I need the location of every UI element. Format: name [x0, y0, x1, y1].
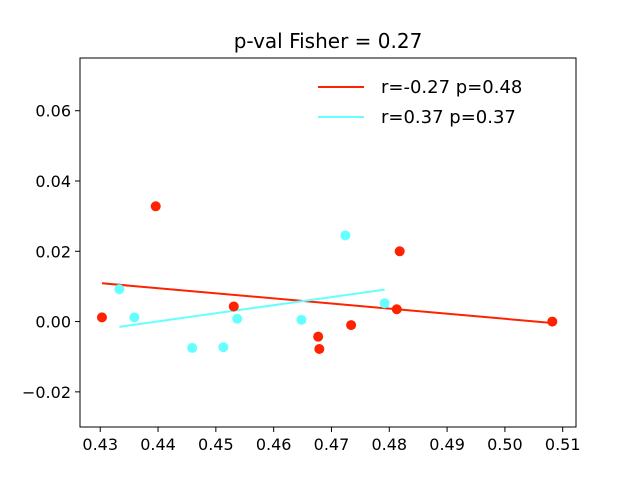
- x-tick-label: 0.46: [256, 435, 292, 454]
- data-point-series-2: [296, 314, 307, 325]
- data-point-series-2: [218, 342, 229, 353]
- x-tick-label: 0.50: [487, 435, 523, 454]
- axes-frame: [79, 57, 577, 428]
- data-point-series-1: [394, 246, 405, 257]
- data-point-series-1: [314, 343, 325, 354]
- data-point-series-1: [547, 316, 558, 327]
- data-point-series-2: [129, 312, 140, 323]
- y-tick-label: 0.06: [35, 102, 71, 121]
- data-point-series-1: [391, 304, 402, 315]
- data-point-series-1: [150, 201, 161, 212]
- x-tick-label: 0.51: [545, 435, 581, 454]
- data-point-series-1: [228, 301, 239, 312]
- chart-title: p-val Fisher = 0.27: [234, 29, 423, 53]
- x-tick-label: 0.44: [140, 435, 176, 454]
- data-point-series-1: [96, 312, 107, 323]
- x-tick-label: 0.48: [371, 435, 407, 454]
- data-point-series-2: [340, 230, 351, 241]
- x-tick-label: 0.49: [429, 435, 465, 454]
- x-tick-label: 0.47: [314, 435, 350, 454]
- x-tick-label: 0.45: [198, 435, 234, 454]
- x-tick-label: 0.43: [82, 435, 118, 454]
- y-tick-label: 0.00: [35, 313, 71, 332]
- data-point-series-2: [187, 342, 198, 353]
- data-point-series-2: [232, 313, 243, 324]
- legend: r=-0.27 p=0.48 r=0.37 p=0.37: [318, 77, 522, 128]
- y-tick-label: 0.02: [35, 242, 71, 261]
- data-point-series-2: [114, 284, 125, 295]
- data-point-series-1: [346, 320, 357, 331]
- axes: 0.43 0.44 0.45 0.46 0.47 0.48 0.49 0.50 0.51 −0.0…: [22, 57, 581, 454]
- data-point-series-2: [379, 298, 390, 309]
- fit-line-series-2: [119, 288, 385, 328]
- plot-area: [96, 201, 558, 354]
- legend-label-series-2: r=0.37 p=0.37: [381, 107, 516, 128]
- fit-line-series-1: [101, 282, 553, 324]
- data-point-series-1: [313, 331, 324, 342]
- y-tick-label: −0.02: [22, 383, 71, 402]
- legend-label-series-1: r=-0.27 p=0.48: [381, 77, 522, 98]
- y-tick-label: 0.04: [35, 172, 71, 191]
